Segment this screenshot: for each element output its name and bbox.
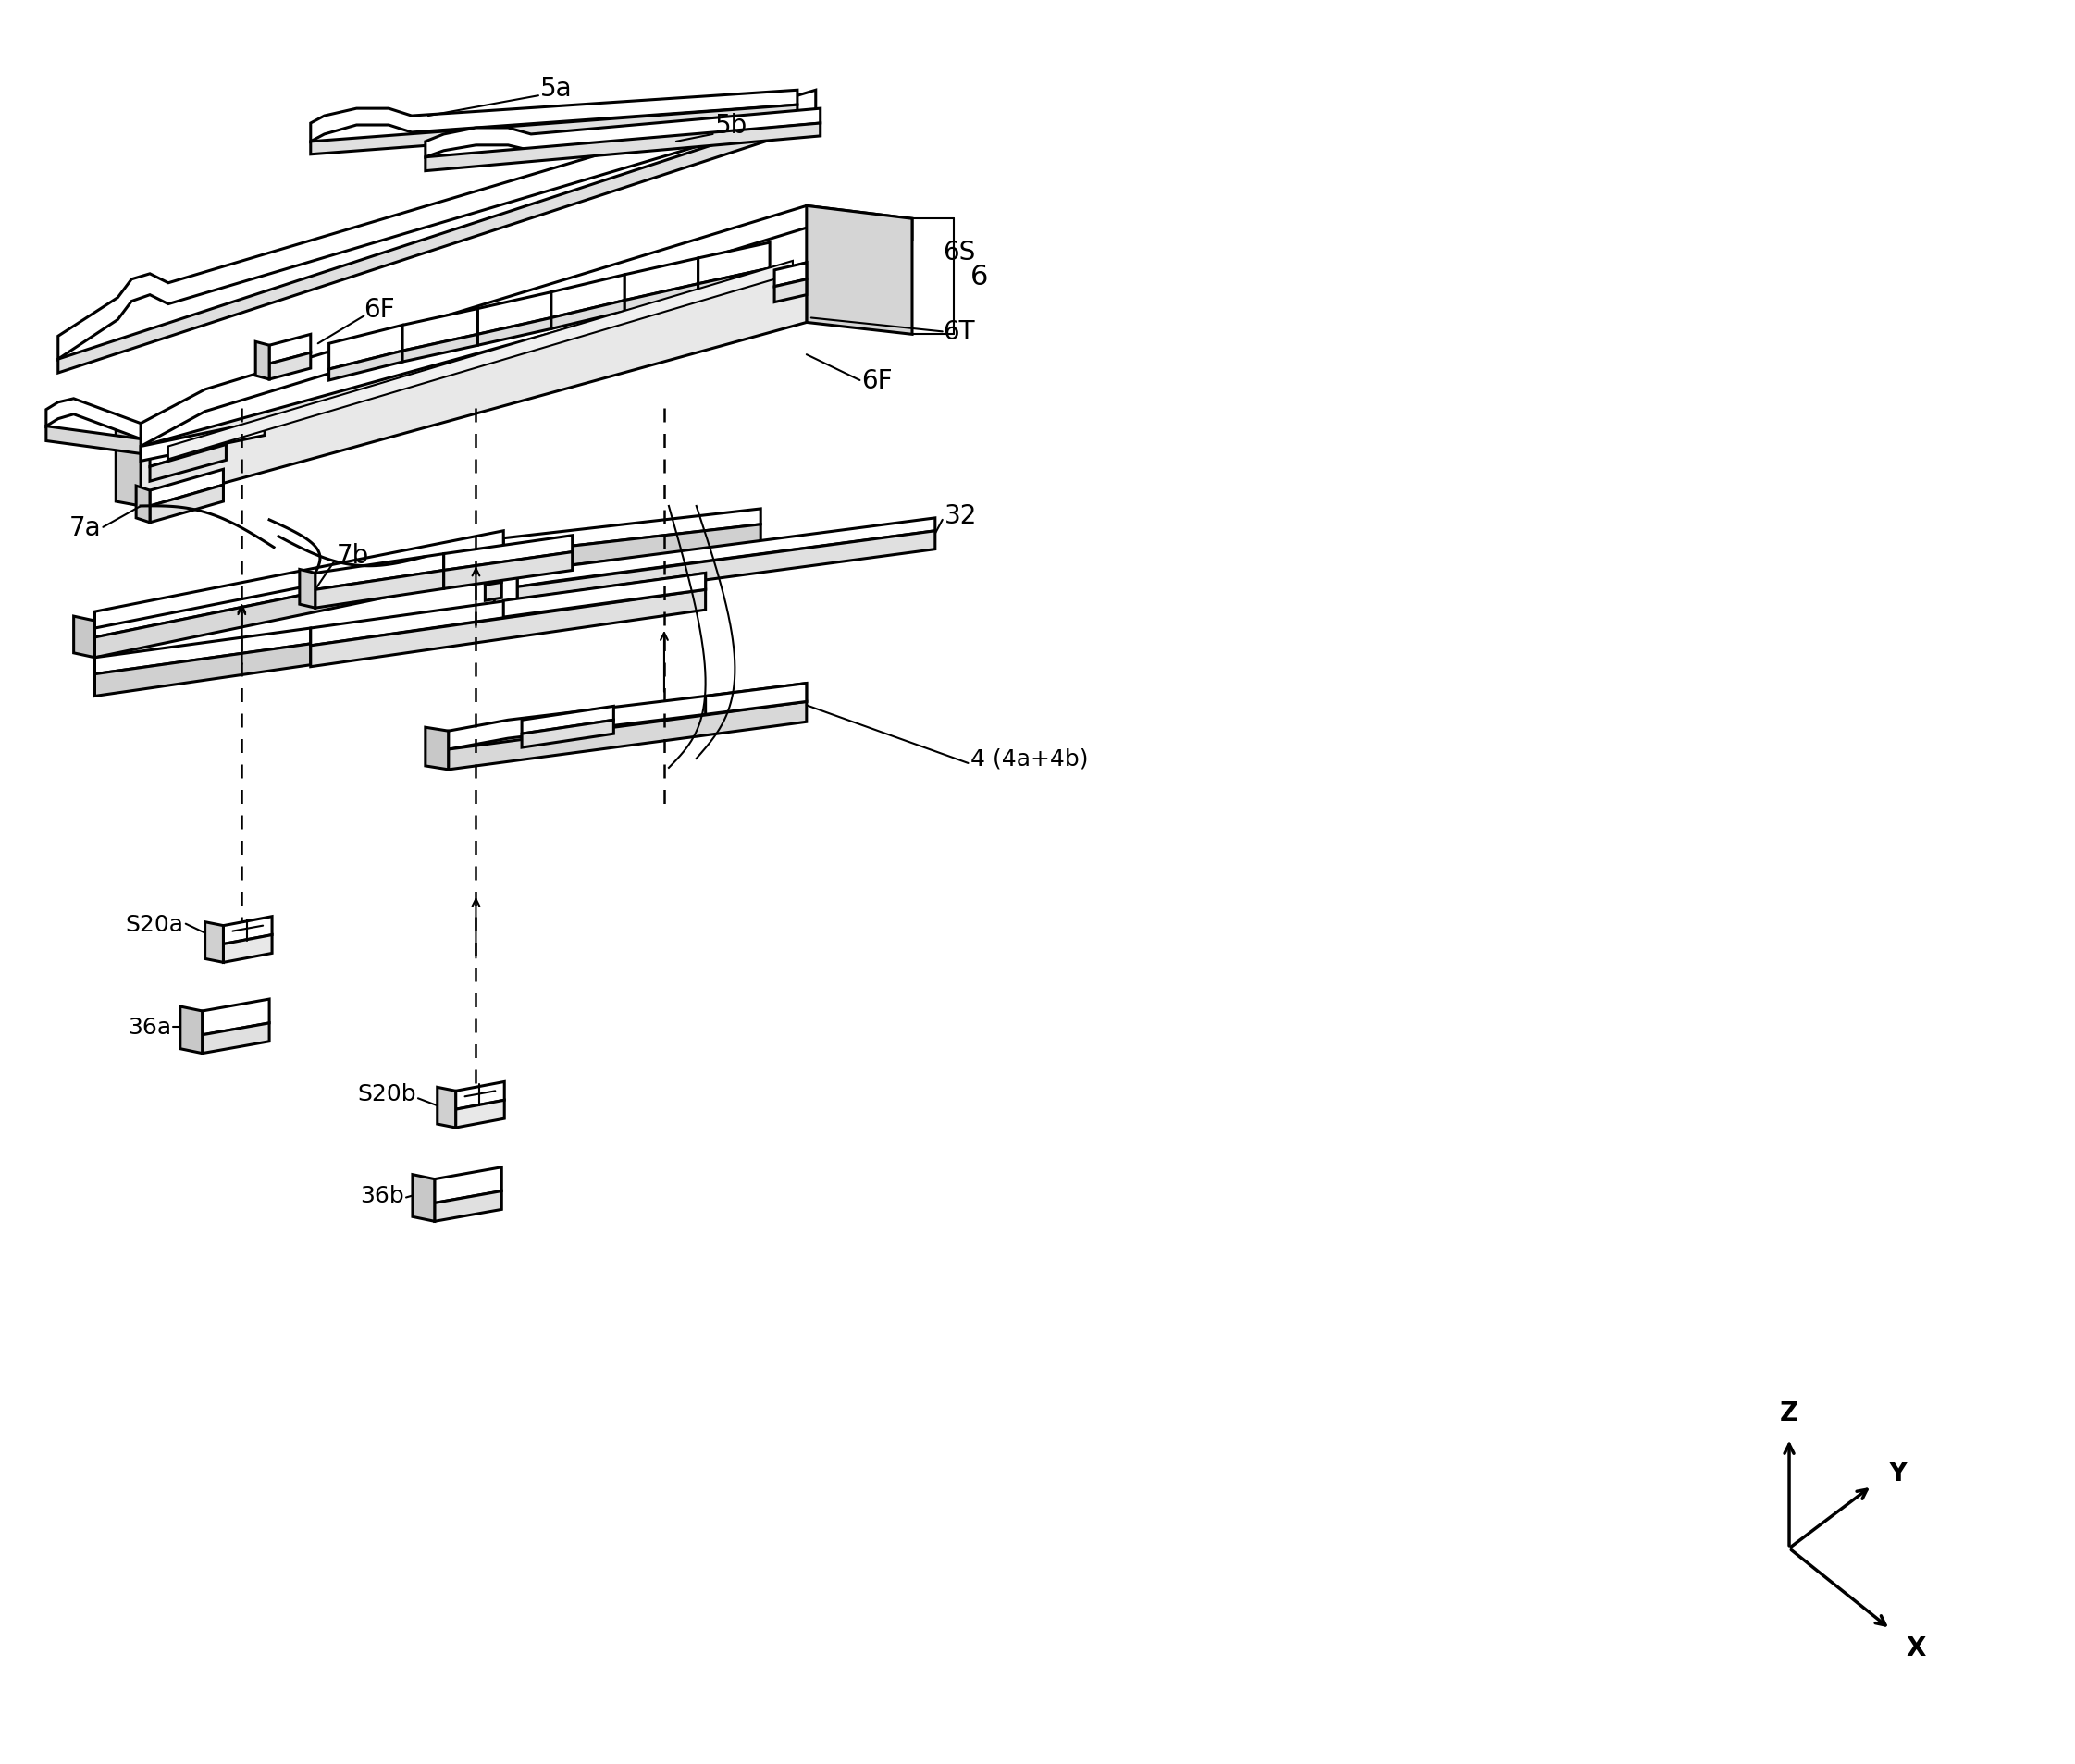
Polygon shape [494, 573, 517, 609]
Text: 7b: 7b [336, 542, 369, 568]
Polygon shape [552, 302, 625, 330]
Polygon shape [625, 284, 697, 312]
Polygon shape [315, 554, 444, 591]
Polygon shape [706, 684, 807, 714]
Text: 6F: 6F [861, 369, 892, 393]
Polygon shape [95, 531, 504, 628]
Polygon shape [413, 1175, 434, 1222]
Polygon shape [434, 1191, 502, 1222]
Polygon shape [141, 422, 266, 462]
Polygon shape [486, 570, 502, 586]
Text: 6S: 6S [942, 240, 975, 265]
Polygon shape [95, 554, 504, 658]
Polygon shape [58, 111, 815, 374]
Text: S20b: S20b [357, 1083, 417, 1104]
Polygon shape [434, 1168, 502, 1203]
Polygon shape [311, 573, 706, 646]
Polygon shape [425, 109, 820, 157]
Polygon shape [774, 280, 807, 303]
Polygon shape [255, 342, 270, 379]
Polygon shape [456, 1101, 504, 1127]
Polygon shape [330, 326, 403, 370]
Polygon shape [774, 263, 807, 288]
Polygon shape [504, 526, 762, 573]
Text: X: X [1907, 1635, 1926, 1660]
Polygon shape [116, 423, 141, 506]
Polygon shape [224, 917, 272, 944]
Polygon shape [315, 572, 444, 609]
Polygon shape [95, 628, 311, 674]
Text: 5b: 5b [714, 113, 747, 139]
Polygon shape [504, 510, 762, 554]
Polygon shape [486, 582, 502, 602]
Polygon shape [141, 206, 913, 446]
Polygon shape [504, 573, 706, 617]
Polygon shape [521, 720, 614, 748]
Polygon shape [477, 293, 552, 335]
Polygon shape [270, 353, 311, 379]
Text: 7a: 7a [68, 515, 102, 542]
Polygon shape [75, 617, 95, 658]
Text: 32: 32 [944, 503, 977, 529]
Polygon shape [448, 684, 807, 750]
Text: 6T: 6T [942, 319, 975, 346]
Polygon shape [456, 1081, 504, 1110]
Polygon shape [403, 309, 477, 351]
Polygon shape [168, 261, 793, 460]
Text: 6F: 6F [363, 296, 394, 323]
Polygon shape [425, 123, 820, 171]
Polygon shape [46, 399, 141, 439]
Polygon shape [517, 531, 936, 605]
Polygon shape [425, 729, 448, 771]
Polygon shape [438, 1088, 456, 1127]
Polygon shape [201, 1000, 270, 1035]
Polygon shape [521, 707, 614, 734]
Polygon shape [403, 335, 477, 363]
Polygon shape [311, 92, 797, 143]
Polygon shape [448, 702, 807, 771]
Polygon shape [330, 351, 403, 381]
Polygon shape [46, 427, 141, 455]
Polygon shape [299, 570, 315, 609]
Text: 6: 6 [969, 265, 988, 291]
Polygon shape [270, 335, 311, 365]
Polygon shape [477, 319, 552, 346]
Polygon shape [697, 243, 770, 284]
Text: 5a: 5a [540, 76, 573, 102]
Polygon shape [311, 591, 706, 667]
Polygon shape [205, 923, 224, 963]
Polygon shape [149, 485, 224, 524]
Polygon shape [201, 1023, 270, 1053]
Polygon shape [141, 263, 807, 506]
Text: 4 (4a+4b): 4 (4a+4b) [969, 748, 1087, 771]
Text: 36b: 36b [361, 1184, 405, 1207]
Polygon shape [137, 487, 149, 524]
Polygon shape [311, 106, 797, 155]
Text: 36a: 36a [127, 1016, 170, 1037]
Polygon shape [807, 206, 913, 335]
Polygon shape [95, 538, 504, 639]
Polygon shape [149, 430, 226, 467]
Polygon shape [625, 259, 697, 302]
Polygon shape [444, 552, 573, 589]
Text: S20a: S20a [127, 914, 185, 935]
Polygon shape [224, 935, 272, 963]
Polygon shape [444, 536, 573, 572]
Polygon shape [181, 1007, 201, 1053]
Polygon shape [149, 445, 226, 482]
Text: Y: Y [1888, 1461, 1907, 1485]
Polygon shape [149, 469, 224, 506]
Polygon shape [517, 519, 936, 587]
Polygon shape [552, 275, 625, 319]
Polygon shape [58, 92, 815, 360]
Text: Z: Z [1780, 1399, 1799, 1425]
Polygon shape [697, 268, 770, 296]
Polygon shape [95, 644, 311, 697]
